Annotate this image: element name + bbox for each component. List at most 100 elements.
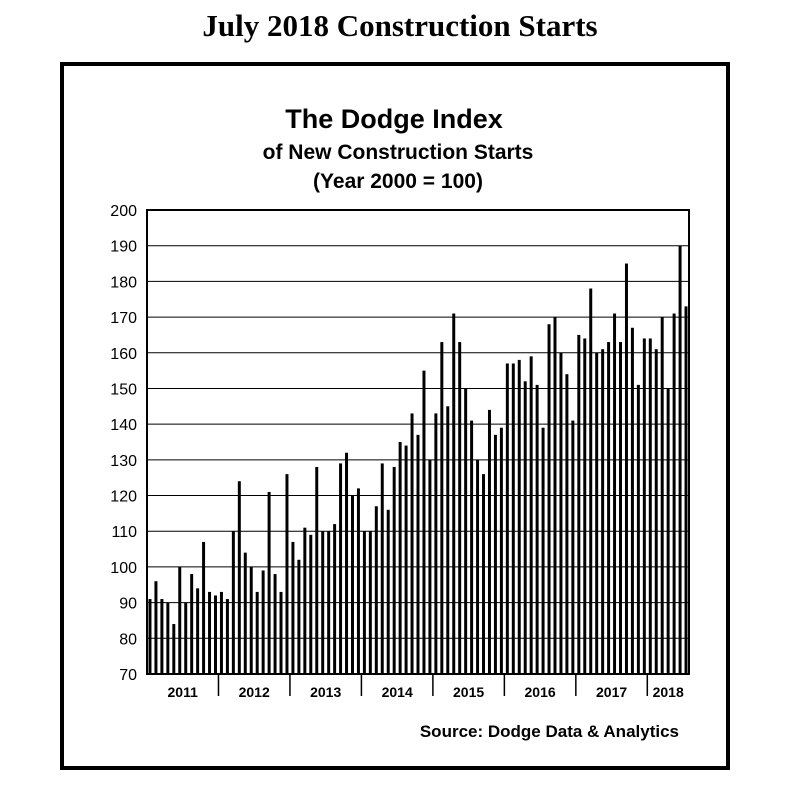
bar [309,534,313,674]
bar [374,506,378,674]
bar [202,541,206,674]
bar [624,263,628,674]
bar [190,574,194,674]
x-tick-label: 2018 [653,684,684,700]
bar [577,334,581,674]
bar [529,356,533,674]
bar [523,381,527,674]
bar [261,570,265,674]
bar [619,342,622,674]
bar [595,352,599,674]
y-tick-label: 130 [110,453,137,470]
source-note: Source: Dodge Data & Analytics [420,722,679,741]
bar [154,581,158,674]
bar [565,374,569,674]
bar [350,495,354,674]
bar [368,531,372,674]
y-tick-label: 140 [110,417,137,434]
bar [511,363,515,674]
bar [249,566,253,674]
x-tick-label: 2013 [310,684,341,700]
bar [297,559,301,674]
bar [345,452,349,674]
y-tick-label: 90 [119,596,137,613]
bar [601,349,605,674]
bar [416,434,420,674]
bar [476,459,480,674]
bar [386,509,390,674]
bar [636,384,640,674]
bar [499,427,503,674]
bar [684,306,688,674]
bar [315,466,319,674]
y-tick-label: 180 [110,274,137,291]
page-title: July 2018 Construction Starts [202,8,598,43]
bar [452,313,456,674]
bar [362,531,366,674]
bar [672,313,676,674]
bar [172,624,176,674]
bar [487,409,491,674]
bar [392,466,396,674]
y-tick-label: 120 [110,489,137,506]
bar [535,384,539,674]
bar [243,552,247,674]
bar [541,427,545,674]
y-tick-label: 150 [110,381,137,398]
bar [398,442,402,674]
x-tick-label: 2016 [525,684,556,700]
chart-frame: The Dodge Index of New Construction Star… [60,62,730,770]
bar [410,413,414,674]
bar [255,591,259,674]
chart-subtitle-line-2: (Year 2000 = 100) [313,170,483,193]
x-axis: 2011 2012 2013 2014 2015 2016 2017 2018 [168,674,684,700]
bar [464,388,468,674]
bar [225,599,229,674]
bar [219,591,223,674]
bar [184,602,188,674]
bar [613,313,617,674]
bar [339,463,343,674]
y-tick-label: 70 [119,667,137,684]
bar [559,352,563,674]
bar [434,413,438,674]
bar [160,599,164,674]
bar [517,359,521,674]
bar [267,491,271,674]
bar-series [148,245,688,674]
bar [237,481,241,674]
x-tick-label: 2014 [382,684,413,700]
bar [630,327,634,674]
bar [493,434,497,674]
x-tick-label: 2017 [596,684,627,700]
bar [166,602,170,674]
chart-subtitle-line-1: of New Construction Starts [263,141,534,164]
plot-area-border [146,209,690,675]
bar [422,370,426,674]
bar [327,531,331,674]
bar [666,388,670,674]
bar [273,574,277,674]
bar [196,588,200,674]
bar [440,342,444,674]
bar [404,445,408,674]
bar [333,524,337,674]
bar [482,474,486,674]
bar [571,420,575,674]
bar [607,342,611,674]
bar [428,459,432,674]
bar [208,591,212,674]
y-tick-label: 100 [110,560,137,577]
bar [458,342,462,674]
bar [291,541,295,674]
y-tick-label: 80 [119,631,137,648]
y-axis: 70 80 90 100 110 120 130 140 150 160 170 180 190 200 [110,203,137,684]
bar [648,338,652,674]
bar [380,463,384,674]
y-tick-label: 170 [110,310,137,327]
x-tick-label: 2011 [168,684,199,700]
bar [446,406,450,674]
bar [148,599,152,674]
bar [231,531,235,674]
y-tick-label: 190 [110,239,137,256]
